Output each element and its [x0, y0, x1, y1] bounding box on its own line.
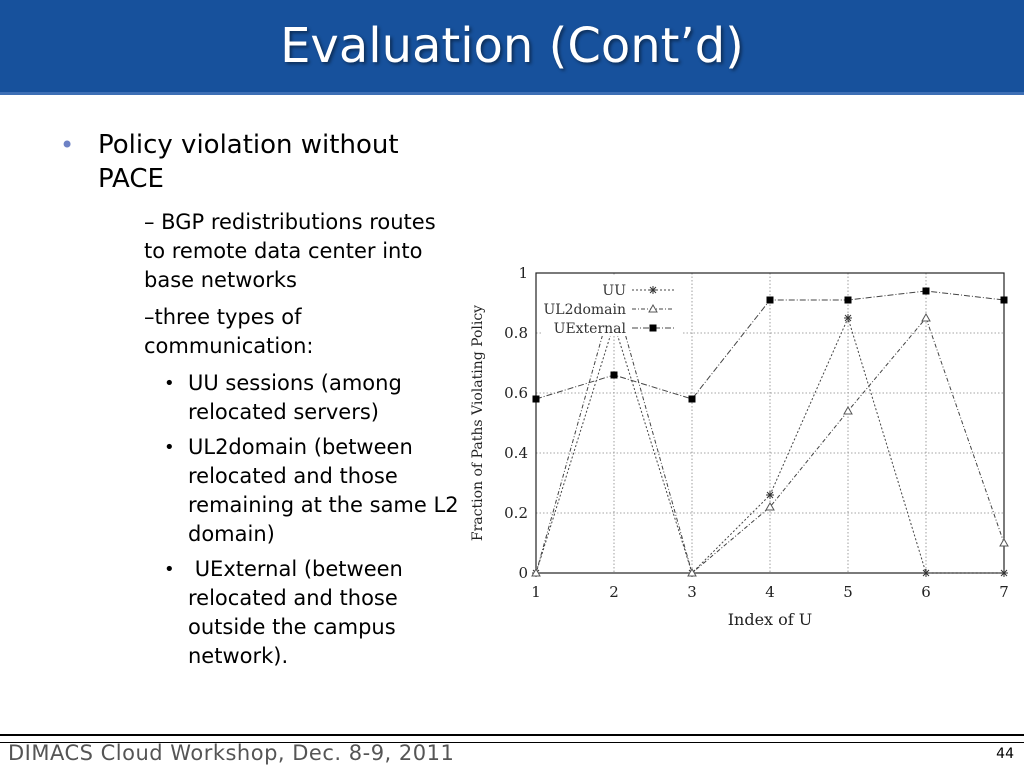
chart: 1 2 3 4 5 6 7 0 0.2 0.4 0.6 0.8 1 Index of U Fraction …	[462, 258, 1014, 638]
x-tick-label: 6	[921, 583, 931, 601]
y-tick-label: 0.2	[504, 504, 528, 522]
bullet-dot-icon: •	[164, 373, 175, 394]
item-uexternal: • UExternal (between relocated and those…	[60, 555, 460, 671]
legend-label: UExternal	[554, 321, 627, 337]
legend-box	[542, 276, 682, 336]
sub-bullet-2: –three types of communication:	[144, 305, 314, 358]
bullet-dot-icon: •	[164, 559, 175, 580]
y-tick-label: 0.4	[504, 444, 528, 462]
line-chart: 1 2 3 4 5 6 7 0 0.2 0.4 0.6 0.8 1 Index of U Fraction …	[470, 264, 1009, 629]
footer-text: DIMACS Cloud Workshop, Dec. 8-9, 2011	[8, 741, 455, 765]
data-point-ul2domain	[843, 405, 853, 415]
x-tick-label: 7	[999, 583, 1009, 601]
item-text: UU sessions (among relocated servers)	[188, 371, 402, 424]
x-tick-label: 4	[765, 583, 775, 601]
slide-body: • Policy violation without PACE – BGP re…	[60, 128, 460, 677]
y-tick-label: 1	[518, 264, 528, 282]
y-tick-label: 0	[518, 564, 528, 582]
bullet-dot-icon: •	[60, 131, 75, 159]
x-axis-label: Index of U	[728, 610, 813, 629]
x-tick-label: 3	[687, 583, 697, 601]
slide-title: Evaluation (Cont’d)	[280, 18, 744, 74]
data-point-ul2domain	[687, 567, 697, 577]
legend-label: UU	[602, 283, 626, 299]
data-point-uu	[766, 491, 774, 499]
data-point-uu	[1000, 569, 1008, 577]
plot-frame	[535, 272, 1005, 574]
sub-bullet-1: – BGP redistributions routes to remote d…	[144, 210, 436, 292]
data-point-uexternal	[1000, 296, 1008, 304]
data-point-uu	[922, 569, 930, 577]
legend-label: UL2domain	[543, 302, 626, 318]
footer-rule	[0, 734, 1024, 743]
data-point-ul2domain	[921, 312, 931, 322]
data-point-uexternal	[532, 395, 540, 403]
item-text: UExternal (between relocated and those o…	[188, 557, 410, 668]
item-uu: • UU sessions (among relocated servers)	[60, 369, 460, 427]
legend-marker	[649, 324, 657, 332]
bullet-main: • Policy violation without PACE	[60, 128, 460, 196]
page-number: 44	[996, 746, 1014, 762]
data-point-uu	[844, 314, 852, 322]
data-point-ul2domain	[999, 537, 1009, 547]
y-tick-label: 0.8	[504, 324, 528, 342]
bullet-dot-icon: •	[164, 437, 175, 458]
legend-marker	[648, 303, 658, 313]
y-tick-label: 0.6	[504, 384, 528, 402]
x-tick-label: 1	[531, 583, 541, 601]
legend-marker	[649, 286, 657, 294]
data-point-ul2domain	[765, 501, 775, 511]
y-axis-label: Fraction of Paths Violating Policy	[470, 305, 486, 541]
bullet-main-text: Policy violation without PACE	[98, 130, 399, 194]
data-point-uexternal	[844, 296, 852, 304]
data-point-uexternal	[610, 371, 618, 379]
x-tick-label: 2	[609, 583, 619, 601]
item-ul2domain: • UL2domain (between relocated and those…	[60, 433, 460, 549]
item-text: UL2domain (between relocated and those r…	[188, 435, 459, 546]
data-point-uexternal	[688, 395, 696, 403]
data-point-ul2domain	[531, 567, 541, 577]
data-point-uexternal	[922, 287, 930, 295]
data-point-uexternal	[766, 296, 774, 304]
x-tick-label: 5	[843, 583, 853, 601]
title-bar: Evaluation (Cont’d)	[0, 0, 1024, 95]
